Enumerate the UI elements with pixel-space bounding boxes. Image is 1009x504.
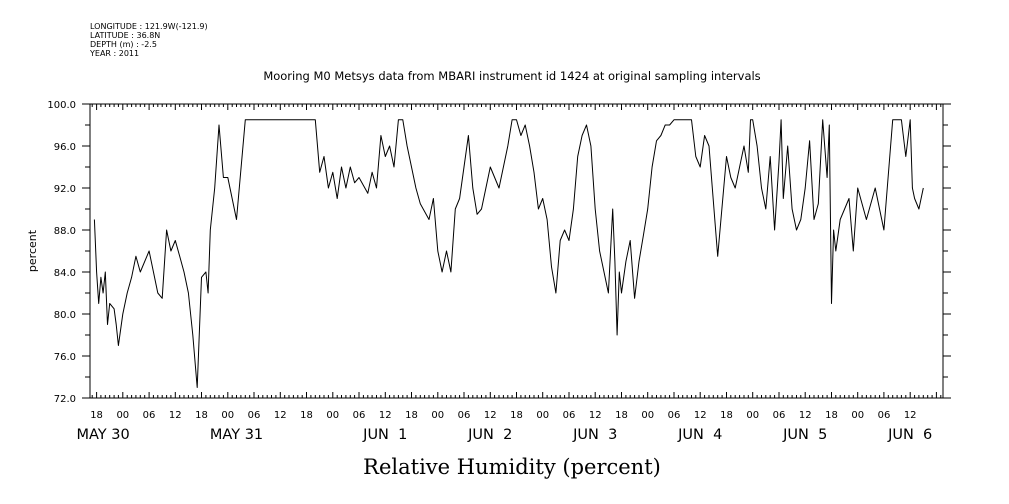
x-tick-label: 06 <box>668 410 681 421</box>
x-tick-label: 12 <box>799 410 812 421</box>
day-label: JUN 4 <box>677 427 722 443</box>
x-tick-label: 00 <box>536 410 549 421</box>
plot-frame <box>89 103 944 399</box>
x-tick-label: 18 <box>615 410 628 421</box>
x-axis-ticks <box>91 104 942 398</box>
x-tick-label: 06 <box>458 410 471 421</box>
day-label: JUN 6 <box>887 427 932 443</box>
y-tick-label: 76.0 <box>54 352 76 363</box>
series-line <box>93 119 924 388</box>
x-tick-label: 18 <box>510 410 523 421</box>
tick-labels: 72.0 76.0 80.0 84.0 88.0 92.0 96.0 100.0 18 00 06 1… <box>47 100 932 443</box>
x-tick-label: 18 <box>195 410 208 421</box>
x-tick-label: 00 <box>746 410 759 421</box>
x-tick-label: 00 <box>326 410 339 421</box>
x-tick-label: 00 <box>641 410 654 421</box>
x-axis-label: Relative Humidity (percent) <box>363 455 661 479</box>
x-tick-label: 06 <box>563 410 576 421</box>
day-label: MAY 30 <box>77 427 130 443</box>
y-tick-label: 84.0 <box>54 268 76 279</box>
day-label: JUN 2 <box>467 427 512 443</box>
x-tick-label: 06 <box>353 410 366 421</box>
x-tick-label: 12 <box>589 410 602 421</box>
x-tick-label: 00 <box>221 410 234 421</box>
x-tick-label: 18 <box>720 410 733 421</box>
depth-label: DEPTH (m) : -2.5 <box>90 40 157 49</box>
y-axis-label: percent <box>26 229 39 272</box>
x-tick-label: 00 <box>116 410 129 421</box>
x-tick-label: 12 <box>274 410 287 421</box>
day-label: MAY 31 <box>210 427 263 443</box>
x-tick-label: 06 <box>143 410 156 421</box>
day-label: JUN 5 <box>782 427 827 443</box>
y-tick-label: 96.0 <box>54 142 76 153</box>
x-tick-label: 00 <box>851 410 864 421</box>
day-label: JUN 3 <box>572 427 617 443</box>
x-tick-label: 00 <box>431 410 444 421</box>
x-tick-label: 12 <box>904 410 917 421</box>
x-tick-label: 18 <box>300 410 313 421</box>
x-tick-label: 18 <box>405 410 418 421</box>
x-tick-label: 06 <box>773 410 786 421</box>
x-tick-label: 18 <box>825 410 838 421</box>
year-label: YEAR : 2011 <box>90 49 140 58</box>
x-tick-label: 12 <box>379 410 392 421</box>
x-tick-label: 06 <box>248 410 261 421</box>
x-tick-label: 12 <box>484 410 497 421</box>
series-group <box>93 119 924 388</box>
x-tick-label: 12 <box>694 410 707 421</box>
y-tick-label: 92.0 <box>54 184 76 195</box>
latitude-label: LATITUDE : 36.8N <box>90 31 161 40</box>
axis-ticks <box>82 103 951 399</box>
x-tick-label: 18 <box>90 410 103 421</box>
y-tick-label: 72.0 <box>54 394 76 405</box>
y-axis-ticks <box>82 103 951 399</box>
longitude-label: LONGITUDE : 121.9W(-121.9) <box>90 22 208 31</box>
metadata-block: LONGITUDE : 121.9W(-121.9) LATITUDE : 36… <box>90 22 208 58</box>
y-tick-label: 100.0 <box>47 100 76 111</box>
y-tick-label: 80.0 <box>54 310 76 321</box>
x-tick-label: 06 <box>878 410 891 421</box>
chart-title: Mooring M0 Metsys data from MBARI instru… <box>263 69 760 83</box>
day-label: JUN 1 <box>362 427 407 443</box>
x-tick-label: 12 <box>169 410 182 421</box>
y-tick-label: 88.0 <box>54 226 76 237</box>
